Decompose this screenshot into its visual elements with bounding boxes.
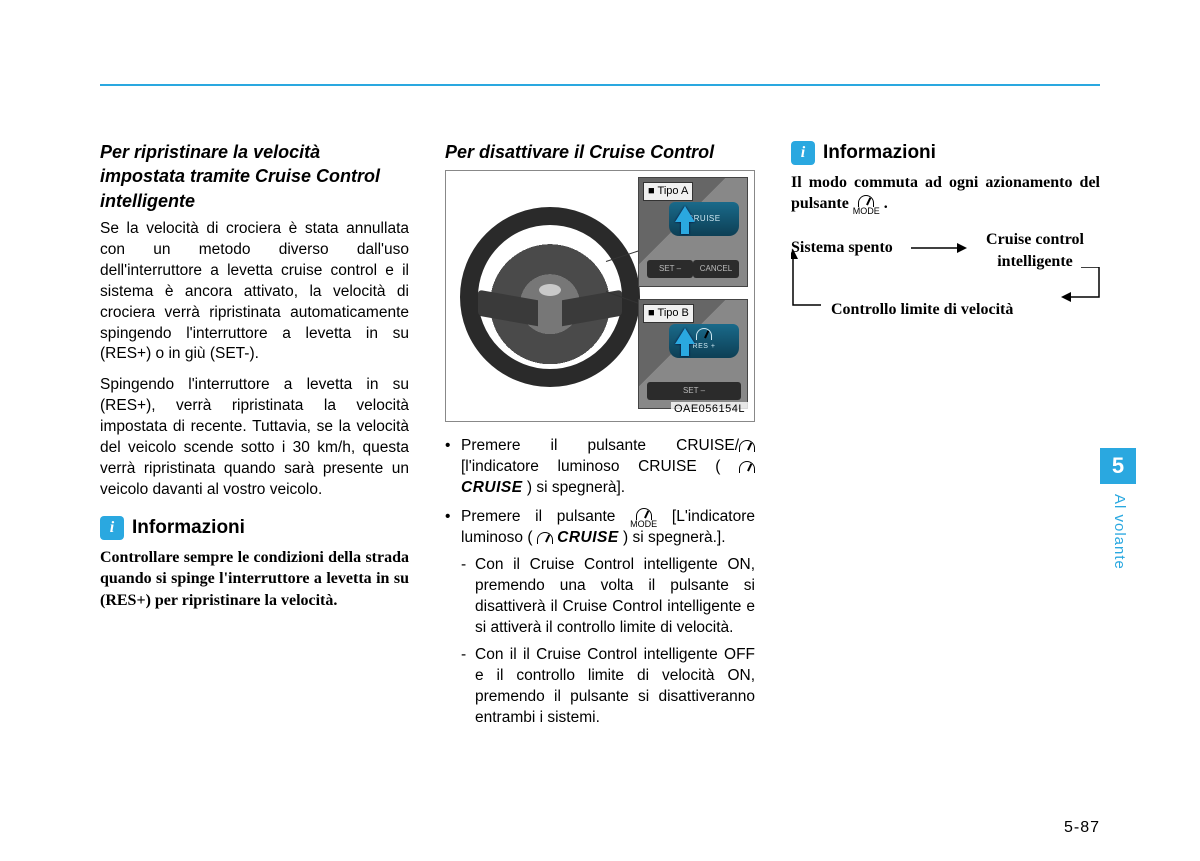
col1-p2: Spingendo l'interruttore a levetta in su… [100, 375, 409, 501]
speedo-icon [739, 461, 755, 473]
mode-flow-diagram: Sistema spento Cruise control intelligen… [791, 229, 1100, 339]
bullet-1: Premere il pulsante CRUISE/ [l'indicator… [445, 436, 755, 499]
mode-icon: MODE [853, 195, 880, 215]
col1-heading: Per ripristinare la velocità impostata t… [100, 140, 409, 213]
arrow-up-icon [675, 206, 695, 222]
flow-node-3: Controllo limite di velocità [831, 299, 1013, 321]
mode-icon: MODE [630, 508, 657, 528]
page-number: 5-87 [1064, 819, 1100, 837]
bullet-2: Premere il pulsante MODE [L'indicatore l… [445, 507, 755, 728]
res-label: RES + [693, 343, 716, 350]
figure-code: OAE056154L [671, 402, 748, 417]
col1-info-text: Controllare sempre le condizioni della s… [100, 547, 409, 612]
b1c: ) si spegnerà]. [523, 479, 626, 496]
inset-tipo-a: ■ Tipo A CRUISE SET – CANCEL [638, 177, 748, 287]
arrow-right-icon [909, 241, 967, 255]
cancel-button-a: CANCEL [693, 260, 739, 278]
speedo-icon [739, 440, 755, 452]
chapter-side-label: Al volante [1111, 494, 1128, 570]
info-label-3: Informazioni [823, 140, 936, 166]
dash-1: Con il Cruise Control intelligente ON, p… [461, 555, 755, 639]
flow-node-2: Cruise control intelligente [970, 229, 1100, 272]
column-1: Per ripristinare la velocità impostata t… [100, 140, 409, 737]
b1a: Premere il pulsante CRUISE/ [461, 437, 739, 454]
chapter-tab: 5 [1100, 448, 1136, 484]
column-2: Per disattivare il Cruise Control ■ Tipo… [445, 140, 755, 737]
tipo-a-label: ■ Tipo A [643, 182, 693, 201]
intro-a: Il modo commuta ad ogni azionamento del … [791, 174, 1100, 213]
arrow-up-icon-b [675, 328, 695, 344]
cruise-word: CRUISE [461, 479, 523, 496]
b1b: [l'indicatore luminoso CRUISE ( [461, 458, 739, 475]
dash-list: Con il Cruise Control intelligente ON, p… [461, 555, 755, 728]
dash-2: Con il il Cruise Control intelligente OF… [461, 645, 755, 729]
cruise-word-2: CRUISE [557, 529, 619, 546]
bullet-list: Premere il pulsante CRUISE/ [l'indicator… [445, 436, 755, 728]
b2a: Premere il pulsante [461, 508, 630, 525]
intro-b: . [884, 195, 888, 212]
b2c: ) si spegnerà.]. [619, 529, 726, 546]
tipo-b-label: ■ Tipo B [643, 304, 694, 323]
inset-tipo-b: ■ Tipo B RES + SET – [638, 299, 748, 409]
info-heading-3: i Informazioni [791, 140, 1100, 166]
steering-wheel-icon [460, 207, 640, 387]
page-columns: Per ripristinare la velocità impostata t… [100, 140, 1100, 737]
column-3: i Informazioni Il modo commuta ad ogni a… [791, 140, 1100, 737]
arrow-up-left-icon [791, 249, 831, 307]
steering-wheel-figure: ■ Tipo A CRUISE SET – CANCEL ■ Tipo B RE… [445, 170, 755, 422]
info-icon: i [100, 516, 124, 540]
col1-p1: Se la velocità di crociera è stata annul… [100, 219, 409, 365]
info-heading-1: i Informazioni [100, 515, 409, 541]
header-rule [100, 84, 1100, 86]
set-button-b: SET – [647, 382, 741, 400]
col3-intro: Il modo commuta ad ogni azionamento del … [791, 172, 1100, 216]
arrow-down-icon [1061, 267, 1101, 307]
info-label-1: Informazioni [132, 515, 245, 541]
set-button-a: SET – [647, 260, 693, 278]
speedo-icon [537, 532, 553, 544]
info-icon: i [791, 141, 815, 165]
col2-heading: Per disattivare il Cruise Control [445, 140, 755, 164]
